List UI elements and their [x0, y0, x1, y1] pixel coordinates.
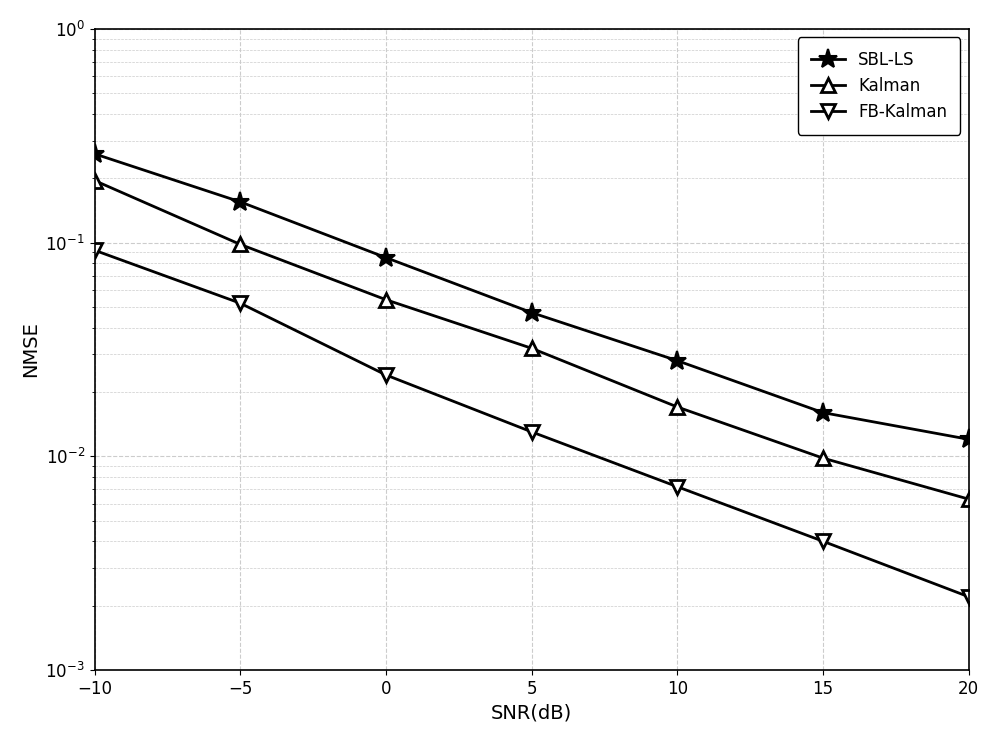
Kalman	[526, 344, 538, 353]
SBL-LS	[526, 308, 538, 317]
FB-Kalman	[89, 246, 101, 255]
SBL-LS	[671, 356, 683, 365]
Line: SBL-LS: SBL-LS	[85, 144, 978, 449]
SBL-LS	[380, 253, 392, 262]
Legend: SBL-LS, Kalman, FB-Kalman: SBL-LS, Kalman, FB-Kalman	[798, 37, 960, 134]
X-axis label: SNR(dB): SNR(dB)	[491, 703, 572, 722]
FB-Kalman	[380, 371, 392, 380]
Kalman	[89, 176, 101, 185]
FB-Kalman	[817, 536, 829, 545]
SBL-LS	[234, 198, 246, 207]
Kalman	[234, 240, 246, 249]
Kalman	[963, 495, 975, 504]
Kalman	[817, 454, 829, 463]
SBL-LS	[817, 408, 829, 417]
Line: FB-Kalman: FB-Kalman	[88, 244, 976, 603]
FB-Kalman	[234, 299, 246, 308]
SBL-LS	[89, 149, 101, 158]
FB-Kalman	[671, 482, 683, 491]
SBL-LS	[963, 435, 975, 444]
FB-Kalman	[963, 592, 975, 601]
Line: Kalman: Kalman	[88, 174, 976, 506]
Kalman	[380, 295, 392, 304]
FB-Kalman	[526, 427, 538, 436]
Y-axis label: NMSE: NMSE	[21, 322, 40, 377]
Kalman	[671, 403, 683, 412]
